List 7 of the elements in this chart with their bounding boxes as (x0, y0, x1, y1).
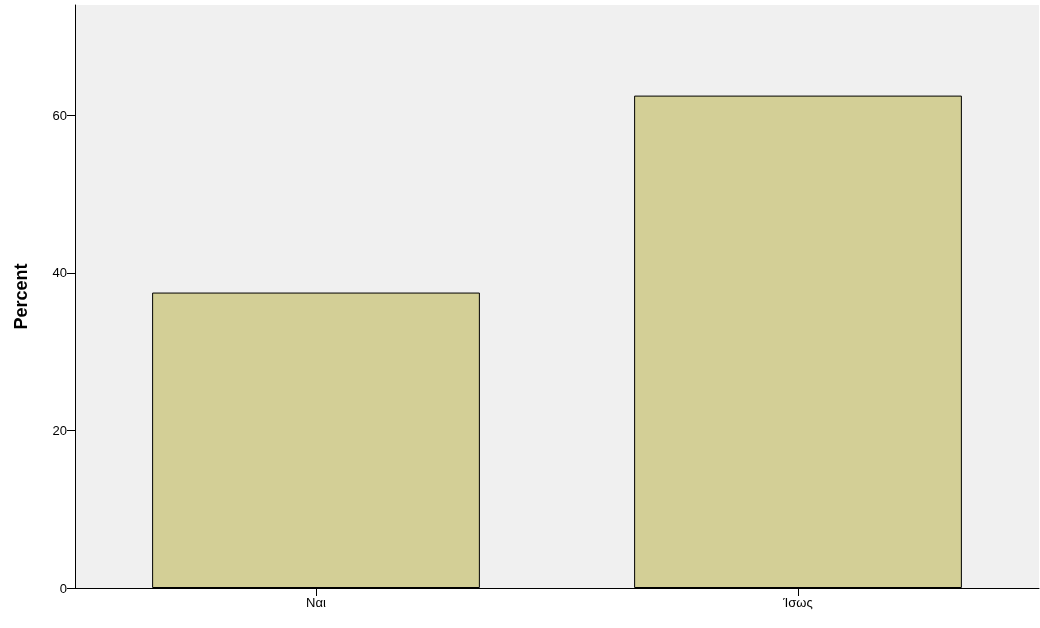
y-tick-label: 60 (52, 107, 67, 123)
x-tick-label: Ίσως (782, 595, 813, 610)
y-axis-title: Percent (11, 263, 31, 330)
y-tick-label: 40 (52, 265, 67, 281)
y-tick-label: 0 (59, 580, 67, 596)
x-tick-label: Ναι (306, 595, 327, 610)
y-tick-label: 20 (52, 422, 67, 438)
